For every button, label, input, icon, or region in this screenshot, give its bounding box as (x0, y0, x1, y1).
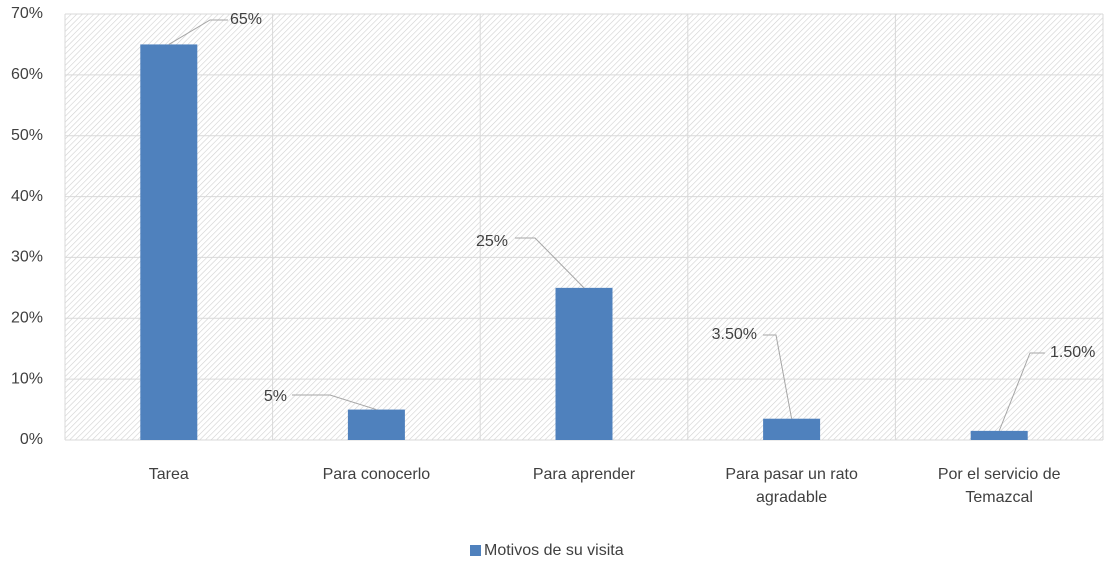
x-tick-label: Para pasar un rato agradable (725, 466, 858, 506)
y-tick-label: 50% (11, 127, 43, 144)
x-tick-label: Para aprender (532, 466, 636, 483)
data-label: 3.50% (712, 326, 757, 343)
data-label: 5% (264, 388, 287, 405)
x-tick-label: Por el servicio de Temazcal (937, 466, 1061, 506)
legend-label: Motivos de su visita (484, 542, 624, 559)
leader-line (763, 334, 793, 419)
leader-line (515, 237, 585, 289)
bar (140, 44, 198, 441)
legend-swatch (470, 545, 481, 556)
data-label: 1.50% (1050, 344, 1095, 361)
y-tick-label: 10% (11, 370, 43, 387)
data-label: 25% (476, 233, 508, 250)
bar (763, 418, 821, 440)
y-tick-label: 40% (11, 188, 43, 205)
y-tick-label: 30% (11, 249, 43, 266)
y-tick-label: 20% (11, 310, 43, 327)
leader-line (998, 352, 1045, 432)
bar (347, 409, 405, 440)
y-tick-label: 0% (20, 431, 43, 448)
x-tick-label: Tarea (148, 466, 189, 483)
y-tick-label: 70% (11, 5, 43, 22)
data-label: 65% (230, 11, 262, 28)
x-tick-label: Para conocerlo (322, 466, 431, 483)
leader-line (292, 394, 377, 411)
bar (970, 430, 1028, 440)
y-tick-label: 60% (11, 66, 43, 83)
bar (555, 287, 613, 440)
leader-line (168, 19, 228, 45)
